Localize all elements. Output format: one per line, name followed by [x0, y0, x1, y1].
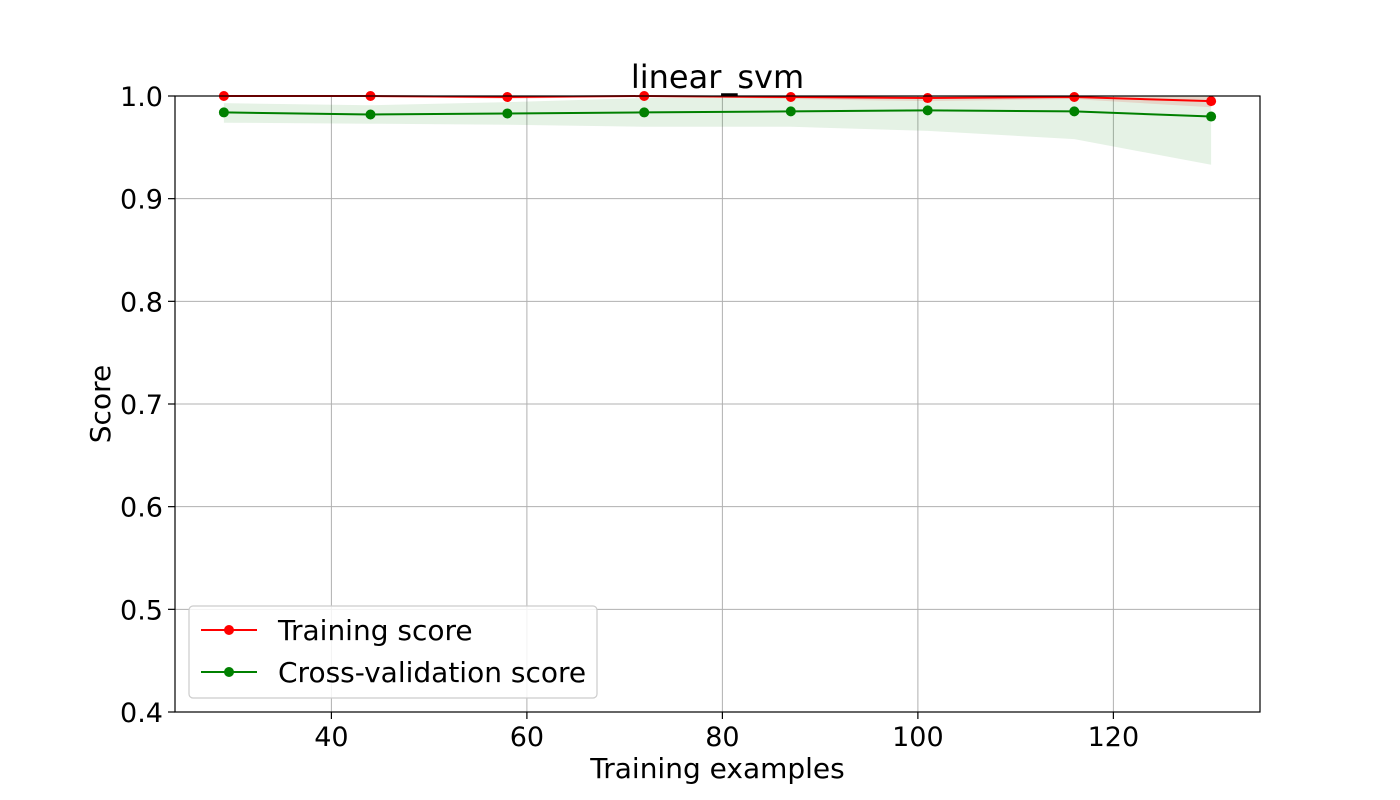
data-point: [1206, 96, 1217, 107]
chart-title: linear_svm: [631, 58, 804, 96]
data-point: [365, 109, 376, 120]
axis-ticks: 40 60 80 100 120 0.4 0.5 0.6 0.7 0.8 0.9 1.0: [120, 82, 1139, 753]
legend-label: Cross-validation score: [278, 656, 586, 689]
data-point: [218, 107, 229, 118]
legend: Training score Cross-validation score: [188, 605, 598, 699]
score-band-0: [223, 96, 1212, 108]
y-tick-label: 0.6: [120, 493, 163, 524]
grid: [175, 95, 1260, 713]
data-point: [639, 107, 650, 118]
data-point: [785, 92, 796, 103]
legend-box: [188, 605, 598, 699]
legend-label: Training score: [277, 614, 473, 647]
data-point: [785, 106, 796, 117]
x-axis-label: Training examples: [589, 752, 845, 785]
y-tick-label: 1.0: [120, 82, 163, 113]
x-tick-label: 60: [510, 722, 544, 753]
x-tick-label: 40: [314, 722, 348, 753]
x-tick-label: 120: [1088, 722, 1140, 753]
legend-swatch-marker: [224, 667, 234, 677]
series-line-1: [223, 109, 1212, 118]
y-tick-label: 0.8: [120, 287, 163, 318]
y-tick-label: 0.9: [120, 185, 163, 216]
y-axis-label: Score: [84, 365, 117, 443]
data-point: [1069, 92, 1080, 103]
data-point: [502, 92, 513, 103]
data-point: [922, 93, 933, 104]
data-point: [1206, 111, 1217, 122]
data-point: [922, 105, 933, 116]
y-tick-label: 0.4: [120, 698, 163, 729]
y-tick-label: 0.7: [120, 390, 163, 421]
x-tick-label: 100: [892, 722, 944, 753]
data-point: [502, 108, 513, 119]
y-tick-label: 0.5: [120, 595, 163, 626]
x-tick-label: 80: [705, 722, 739, 753]
legend-swatch-marker: [224, 625, 234, 635]
data-point: [1069, 106, 1080, 117]
